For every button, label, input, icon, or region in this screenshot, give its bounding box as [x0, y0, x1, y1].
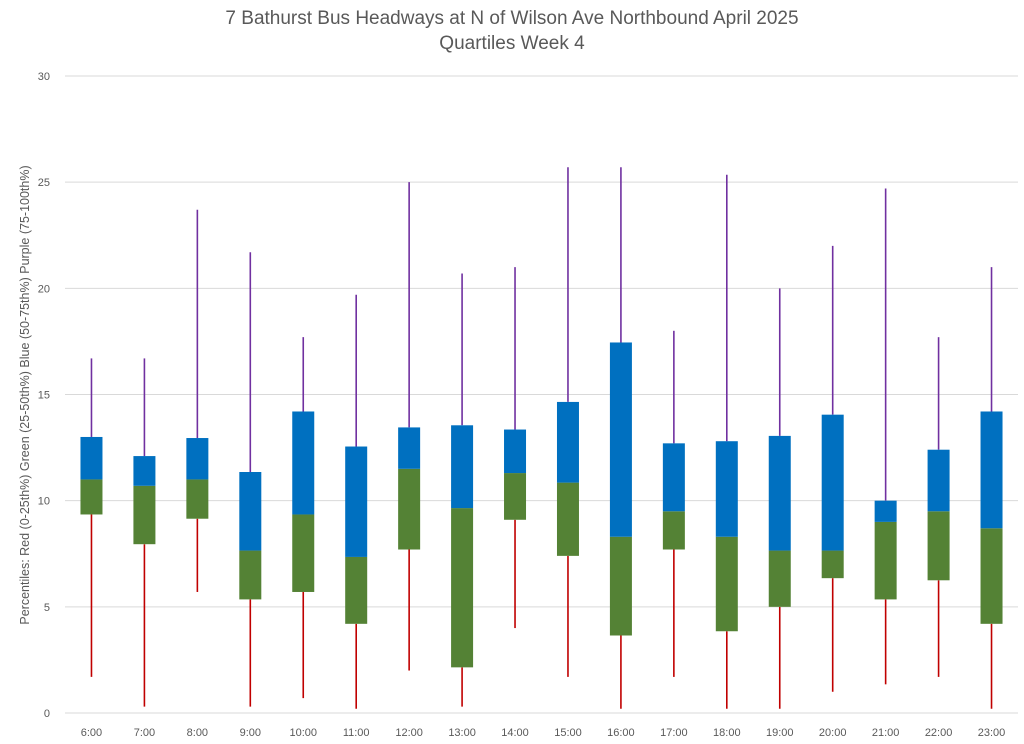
x-tick-label: 10:00: [289, 727, 317, 739]
x-tick-label: 7:00: [134, 727, 155, 739]
box-10:00: [292, 337, 315, 699]
lower-box: [609, 536, 632, 636]
lower-box: [874, 521, 897, 600]
upper-box: [556, 401, 579, 483]
box-7:00: [133, 358, 156, 707]
lower-box: [345, 556, 368, 624]
x-tick-label: 14:00: [501, 727, 529, 739]
y-tick-label: 5: [44, 602, 50, 614]
lower-box: [239, 550, 262, 600]
upper-box: [609, 342, 632, 537]
box-16:00: [609, 167, 632, 709]
x-tick-label: 16:00: [607, 727, 635, 739]
lower-box: [927, 511, 950, 581]
lower-box: [662, 511, 685, 550]
chart-title: 7 Bathurst Bus Headways at N of Wilson A…: [225, 8, 799, 29]
box-23:00: [980, 267, 1003, 709]
y-tick-label: 30: [38, 71, 50, 83]
x-tick-label: 9:00: [240, 727, 261, 739]
y-tick-label: 20: [38, 283, 50, 295]
upper-box: [292, 411, 315, 515]
lower-box: [504, 473, 527, 520]
box-20:00: [821, 245, 844, 692]
lower-box: [980, 528, 1003, 624]
lower-box: [451, 508, 474, 668]
box-19:00: [768, 288, 791, 709]
x-tick-label: 19:00: [766, 727, 794, 739]
y-tick-label: 25: [38, 177, 50, 189]
upper-box: [80, 436, 103, 480]
x-tick-label: 6:00: [81, 727, 102, 739]
lower-box: [80, 479, 103, 515]
y-tick-label: 15: [38, 390, 50, 402]
upper-box: [662, 443, 685, 512]
upper-box: [927, 449, 950, 512]
x-tick-label: 20:00: [819, 727, 847, 739]
upper-box: [768, 435, 791, 551]
upper-box: [398, 427, 421, 469]
upper-box: [504, 429, 527, 474]
box-21:00: [874, 188, 897, 685]
upper-box: [980, 411, 1003, 529]
box-17:00: [662, 330, 685, 677]
box-6:00: [80, 358, 103, 677]
lower-box: [398, 468, 421, 550]
x-tick-label: 8:00: [187, 727, 208, 739]
box-14:00: [504, 267, 527, 629]
x-tick-label: 18:00: [713, 727, 741, 739]
x-tick-label: 15:00: [554, 727, 582, 739]
upper-box: [133, 456, 156, 486]
y-axis-label: Percentiles: Red (0-25th%) Green (25-50t…: [18, 165, 32, 624]
upper-box: [451, 425, 474, 509]
x-tick-label: 17:00: [660, 727, 688, 739]
lower-box: [715, 536, 738, 632]
lower-box: [768, 550, 791, 607]
y-tick-label: 10: [38, 496, 50, 508]
upper-box: [239, 472, 262, 551]
box-12:00: [398, 182, 421, 671]
upper-box: [874, 500, 897, 522]
box-13:00: [451, 273, 474, 707]
box-11:00: [345, 294, 368, 709]
box-8:00: [186, 209, 209, 592]
box-15:00: [556, 167, 579, 677]
x-tick-label: 22:00: [925, 727, 953, 739]
lower-box: [292, 514, 315, 592]
upper-box: [345, 446, 368, 557]
x-tick-label: 13:00: [448, 727, 476, 739]
chart-subtitle: Quartiles Week 4: [439, 33, 585, 54]
x-tick-label: 12:00: [395, 727, 423, 739]
lower-box: [821, 550, 844, 579]
lower-box: [186, 479, 209, 519]
x-tick-label: 11:00: [343, 727, 370, 739]
y-tick-label: 0: [44, 708, 50, 720]
upper-box: [821, 414, 844, 551]
box-9:00: [239, 252, 262, 707]
box-18:00: [715, 174, 738, 709]
upper-box: [715, 441, 738, 537]
box-22:00: [927, 337, 950, 677]
lower-box: [133, 485, 156, 545]
x-tick-label: 23:00: [978, 727, 1006, 739]
upper-box: [186, 438, 209, 480]
x-tick-label: 21:00: [872, 727, 900, 739]
lower-box: [556, 482, 579, 556]
